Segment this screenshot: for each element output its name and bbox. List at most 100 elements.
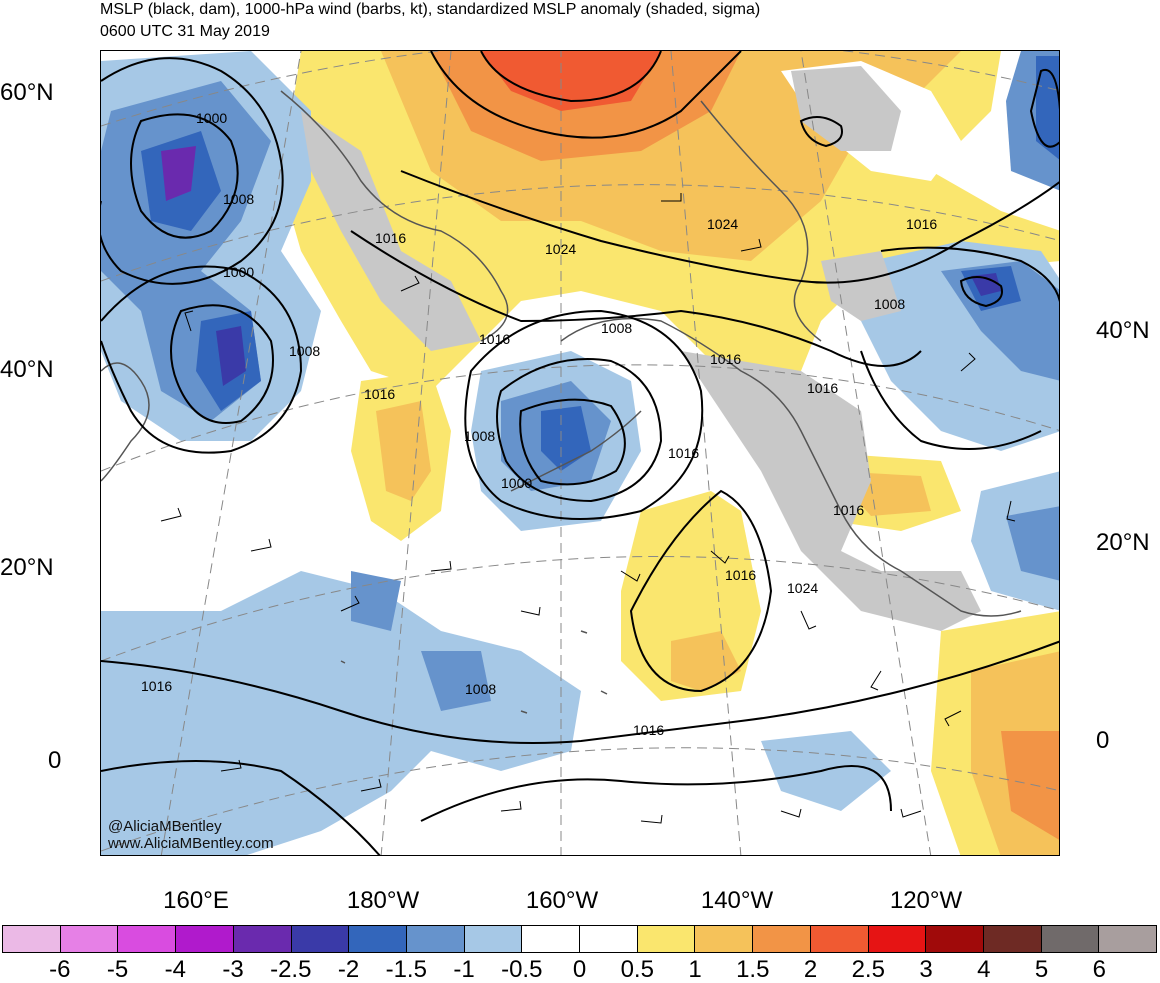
- contour-label: 1000: [501, 475, 532, 491]
- colorbar-segment: [695, 926, 754, 952]
- coastline-mexico: [900, 570, 1022, 617]
- latitude-line: [101, 747, 1059, 852]
- lat-label-40n-right: 40°N: [1096, 317, 1150, 344]
- colorbar-tick-label: -2.5: [270, 956, 312, 983]
- isobar: [480, 51, 662, 103]
- contour-label: 1008: [464, 428, 495, 444]
- isobar: [629, 489, 773, 693]
- colorbar-segment: [810, 926, 869, 952]
- negative-anomaly-west-3: [161, 146, 196, 201]
- contour-label: 1016: [668, 445, 699, 461]
- map-panel: 1000 1008 1000 1008 1016 1024 1016 1008 1016 1008…: [100, 50, 1060, 856]
- colorbar-segment: [60, 926, 119, 952]
- colorbar-tick-label: -0.5: [501, 956, 543, 983]
- anomaly-colorbar: [2, 925, 1157, 953]
- isobar: [464, 309, 704, 520]
- colorbar-segment: [926, 926, 984, 952]
- isobar: [400, 170, 1059, 284]
- lon-label-180w: 180°W: [346, 887, 420, 914]
- wind-barb: [620, 570, 641, 582]
- lon-label-160e: 160°E: [163, 887, 229, 914]
- wind-barb: [500, 800, 522, 812]
- wind-barb: [360, 778, 382, 792]
- isobar: [101, 640, 1059, 744]
- contour-label: 1008: [289, 343, 320, 359]
- isobar: [880, 246, 1059, 303]
- credit-twitter: @AliciaMBentley: [108, 818, 222, 835]
- colorbar-segment: [406, 926, 465, 952]
- lon-label-160w: 160°W: [525, 887, 599, 914]
- isobar: [420, 765, 892, 822]
- isobar: [959, 276, 1003, 308]
- wind-barb: [780, 808, 802, 818]
- colorbar-tick-label: 2: [803, 956, 818, 983]
- contour-label: 1008: [601, 320, 632, 336]
- isobar: [860, 350, 1042, 450]
- colorbar-segment: [3, 926, 61, 952]
- wind-barb: [900, 808, 922, 818]
- coastline-asia: [101, 362, 150, 482]
- contour-label: 1016: [364, 386, 395, 402]
- colorbar-tick-label: -1: [453, 956, 475, 983]
- colorbar-segment: [349, 926, 407, 952]
- contour-label: 1016: [725, 567, 756, 583]
- contour-label: 1016: [633, 722, 664, 738]
- wind-barbs: [160, 193, 1016, 824]
- colorbar-tick-label: -5: [106, 956, 129, 983]
- wind-barb: [870, 670, 882, 691]
- credit-website: www.AliciaMBentley.com: [108, 835, 274, 852]
- colorbar-tick-label: -4: [164, 956, 186, 983]
- negative-anomaly-south: [101, 571, 581, 855]
- negative-anomaly-west-5: [216, 326, 246, 386]
- longitude-line: [160, 51, 302, 855]
- colorbar-segment: [753, 926, 811, 952]
- contour-label: 1016: [479, 331, 510, 347]
- colorbar-tick-label: -2: [337, 956, 360, 983]
- lon-label-140w: 140°W: [700, 887, 774, 914]
- contour-label: 1008: [465, 681, 496, 697]
- isobar: [1029, 68, 1059, 148]
- contour-label: 1008: [874, 296, 905, 312]
- wind-barb: [520, 606, 541, 616]
- wind-barb: [400, 275, 420, 292]
- positive-anomaly-mid-1: [376, 401, 431, 501]
- contour-label: 1000: [223, 264, 254, 280]
- lat-label-20n-left: 20°N: [0, 554, 54, 581]
- map-graphic: 1000 1008 1000 1008 1016 1024 1016 1008 1016 1008…: [101, 51, 1059, 855]
- contour-label: 1016: [906, 216, 937, 232]
- isobar: [101, 760, 381, 855]
- wind-barb: [800, 610, 817, 630]
- colorbar-tick-label: 0.5: [620, 956, 654, 983]
- isobar: [799, 116, 843, 148]
- map-title: MSLP (black, dam), 1000-hPa wind (barbs,…: [100, 1, 761, 18]
- negative-anomaly-northeast-1: [1036, 56, 1059, 160]
- colorbar-segment: [118, 926, 177, 952]
- wind-barb: [430, 560, 452, 572]
- wind-barb: [710, 550, 730, 564]
- negative-anomaly-south-2: [421, 651, 491, 711]
- isobar: [519, 398, 626, 486]
- longitude-line: [800, 51, 932, 855]
- colorbar-segment: [1099, 926, 1157, 952]
- coastline-asia-north: [280, 90, 509, 342]
- contour-label: 1024: [545, 241, 576, 257]
- lat-label-0-left: 0: [48, 747, 62, 774]
- wind-barb: [661, 193, 682, 202]
- contour-label: 1016: [807, 380, 838, 396]
- contour-label: 1016: [141, 678, 172, 694]
- colorbar-segment: [291, 926, 350, 952]
- colorbar-tick-label: -6: [49, 956, 71, 983]
- colorbar-segment: [983, 926, 1042, 952]
- wind-barb: [640, 814, 663, 824]
- gray-anomaly-north-1: [791, 66, 901, 151]
- colorbar-tick-label: 1.5: [736, 956, 770, 983]
- isobar: [350, 230, 922, 367]
- contour-label: 1024: [707, 216, 738, 232]
- contour-label: 1008: [223, 191, 254, 207]
- map-valid-time: 0600 UTC 31 May 2019: [100, 23, 270, 40]
- wind-barb: [740, 238, 762, 252]
- wind-barb: [960, 352, 976, 372]
- wind-barb: [184, 310, 194, 332]
- colorbar-segment: [233, 926, 292, 952]
- isobar: [170, 304, 274, 424]
